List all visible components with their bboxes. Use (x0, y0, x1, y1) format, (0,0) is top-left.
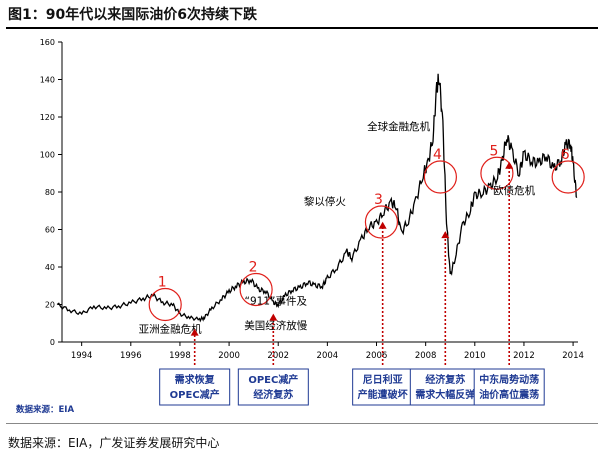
cause-box (352, 368, 414, 406)
y-tick-label: 0 (50, 338, 55, 347)
event-number: 4 (433, 147, 442, 163)
event-circle (148, 287, 182, 322)
event-number: 2 (249, 260, 258, 276)
event-annotation: 亚洲金融危机 (139, 323, 202, 336)
event-annotation: “911”事件及 (245, 295, 308, 308)
y-tick-label: 80 (45, 188, 55, 197)
inner-source-note: 数据来源：EIA (16, 404, 74, 415)
event-number: 5 (489, 143, 498, 159)
arrow-head (378, 221, 387, 229)
series-line-oil-price (56, 73, 578, 323)
footer-divider (6, 423, 598, 424)
x-tick-label: 2012 (513, 351, 535, 361)
cause-box-line: 油价高位震荡 (479, 388, 539, 401)
chart-area: 0 20 40 60 80 100 120 140 160 1994 1996 1998 2000 200… (0, 29, 606, 421)
event-circle (423, 160, 457, 194)
event-circle (551, 160, 585, 194)
x-tick-label: 1994 (71, 351, 93, 361)
cause-box-line: OPEC减产 (248, 373, 298, 386)
event-annotation: 黎以停火 (304, 195, 346, 208)
y-tick-label: 140 (40, 76, 55, 85)
cause-box-line: 产能遭破坏 (358, 388, 408, 401)
event-number: 6 (561, 147, 570, 163)
arrow-head (505, 161, 514, 169)
x-tick-label: 2010 (464, 351, 486, 361)
event-circle (364, 205, 399, 239)
y-tick-label: 160 (40, 38, 55, 47)
y-tick-label: 60 (45, 226, 55, 235)
cause-box-line: 经济复苏 (253, 388, 293, 401)
source-footer: 数据来源：EIA，广发证券发展研究中心 (8, 436, 220, 450)
event-number: 1 (158, 275, 167, 291)
event-annotation: 全球金融危机 (367, 120, 430, 133)
cause-box-line: 需求恢复 (175, 373, 216, 386)
event-circle (239, 272, 273, 307)
x-tick-label: 2000 (218, 351, 240, 361)
x-tick-label: 2008 (415, 351, 437, 361)
y-tick-label: 20 (45, 301, 55, 310)
cause-box-line: 尼日利亚 (363, 373, 403, 386)
arrow-head (441, 231, 450, 239)
oil-price-chart: 0 20 40 60 80 100 120 140 160 1994 1996 1998 2000 200… (16, 38, 585, 415)
cause-box (237, 368, 309, 406)
x-tick-label: 1996 (120, 351, 142, 361)
figure-title: 图1：90年代以来国际油价6次持续下跌 (8, 7, 257, 23)
cause-box-line: 中东局势动荡 (479, 373, 539, 386)
cause-box-line: 需求大幅反弹 (415, 388, 475, 401)
event-annotation: 欧债危机 (493, 184, 535, 197)
x-tick-label: 2004 (317, 351, 339, 361)
event-circle (480, 156, 514, 190)
cause-box-line: 经济复苏 (425, 373, 465, 386)
y-tick-label: 40 (45, 263, 55, 272)
event-number: 3 (374, 192, 383, 208)
x-tick-label: 2014 (562, 351, 584, 361)
cause-box (473, 368, 545, 406)
cause-box (159, 368, 231, 406)
title-divider (6, 27, 598, 29)
x-tick-label: 2002 (267, 351, 289, 361)
event-annotation: 美国经济放慢 (244, 319, 307, 332)
arrow-head (190, 328, 199, 336)
arrow-head (269, 313, 278, 321)
x-tick-label: 2006 (366, 351, 388, 361)
y-tick-label: 120 (40, 113, 55, 122)
y-tick-label: 100 (40, 151, 55, 160)
cause-box-line: OPEC减产 (170, 388, 220, 401)
x-tick-label: 1998 (169, 351, 191, 361)
